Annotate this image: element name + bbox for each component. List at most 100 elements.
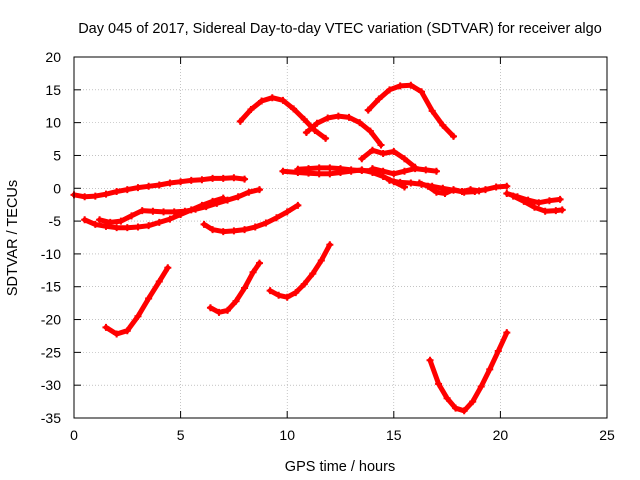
data-point	[166, 215, 174, 223]
data-point	[200, 220, 208, 228]
data-point	[386, 86, 394, 94]
data-point	[347, 166, 355, 174]
series-trace	[267, 242, 333, 300]
data-point	[492, 183, 500, 191]
data-point	[481, 186, 489, 194]
series-arc-18	[509, 192, 566, 215]
data-point	[283, 208, 291, 216]
data-point	[232, 297, 240, 305]
data-point	[170, 208, 178, 216]
data-point	[309, 270, 317, 278]
data-point	[435, 380, 443, 388]
data-point	[255, 186, 263, 194]
data-point	[400, 155, 408, 163]
data-point	[230, 174, 238, 182]
data-point	[300, 280, 308, 288]
data-point	[503, 329, 511, 337]
data-point	[283, 293, 291, 301]
data-point	[224, 196, 232, 204]
y-tick-label: -5	[49, 213, 62, 229]
data-point	[245, 188, 253, 196]
series-arc-12	[294, 164, 376, 175]
data-point	[377, 141, 385, 149]
data-point	[294, 165, 302, 173]
data-point	[407, 81, 415, 89]
data-point	[290, 105, 298, 113]
data-point	[375, 95, 383, 103]
y-axis-title: SDTVAR / TECUs	[5, 180, 21, 296]
data-point	[209, 226, 217, 234]
data-point	[213, 199, 221, 207]
data-point	[494, 347, 502, 355]
data-point	[91, 220, 99, 228]
data-point	[145, 182, 153, 190]
data-point	[467, 186, 475, 194]
data-point	[337, 165, 344, 173]
data-point	[396, 178, 404, 186]
data-point	[368, 146, 376, 154]
data-point	[552, 207, 560, 215]
data-point	[379, 149, 387, 157]
data-point	[317, 256, 325, 264]
data-point	[134, 223, 142, 231]
plot-frame	[73, 56, 608, 419]
data-point	[138, 207, 146, 215]
data-point	[102, 323, 110, 331]
data-point	[541, 207, 549, 215]
data-point	[149, 207, 157, 215]
data-point	[345, 113, 353, 121]
data-point	[326, 170, 334, 178]
data-point	[202, 203, 210, 211]
data-point	[358, 167, 366, 175]
data-point	[209, 174, 217, 182]
data-point	[531, 203, 539, 211]
data-point	[91, 192, 99, 200]
data-point	[134, 184, 142, 192]
data-point	[418, 88, 426, 96]
data-point	[236, 117, 244, 125]
data-point	[458, 188, 466, 196]
data-point	[166, 179, 174, 187]
data-point	[324, 114, 332, 122]
data-point	[326, 241, 334, 249]
data-point	[249, 268, 257, 276]
data-point	[503, 190, 511, 198]
data-point	[558, 206, 566, 214]
data-point	[145, 295, 153, 303]
data-point	[292, 289, 300, 297]
data-point	[81, 216, 89, 224]
data-point	[407, 179, 415, 187]
data-point	[262, 219, 270, 227]
data-point	[390, 170, 398, 178]
y-tick-label: 20	[45, 49, 61, 65]
data-point	[358, 155, 366, 163]
data-point	[396, 82, 404, 90]
data-point	[219, 174, 227, 182]
data-point	[275, 291, 283, 299]
data-point	[234, 193, 242, 201]
data-point	[315, 170, 323, 178]
data-point	[545, 197, 553, 205]
data-point	[315, 164, 323, 172]
y-tick-label: -30	[41, 377, 61, 393]
series-arc-14	[368, 165, 440, 178]
data-point	[219, 228, 227, 236]
data-point	[106, 218, 114, 226]
data-point	[224, 306, 232, 314]
data-point	[439, 121, 447, 129]
data-point	[364, 106, 372, 114]
data-point	[441, 190, 449, 198]
data-point	[356, 119, 364, 127]
data-point	[123, 327, 131, 335]
data-point	[400, 167, 408, 175]
data-point	[102, 190, 110, 198]
data-point	[96, 216, 104, 224]
grid	[74, 57, 607, 418]
series-arc-16	[415, 179, 483, 198]
data-point	[422, 166, 430, 174]
series-arc-7	[266, 241, 334, 301]
data-point	[258, 97, 266, 105]
y-tick-label: -10	[41, 246, 61, 262]
data-point	[123, 186, 131, 194]
data-point	[279, 96, 287, 104]
